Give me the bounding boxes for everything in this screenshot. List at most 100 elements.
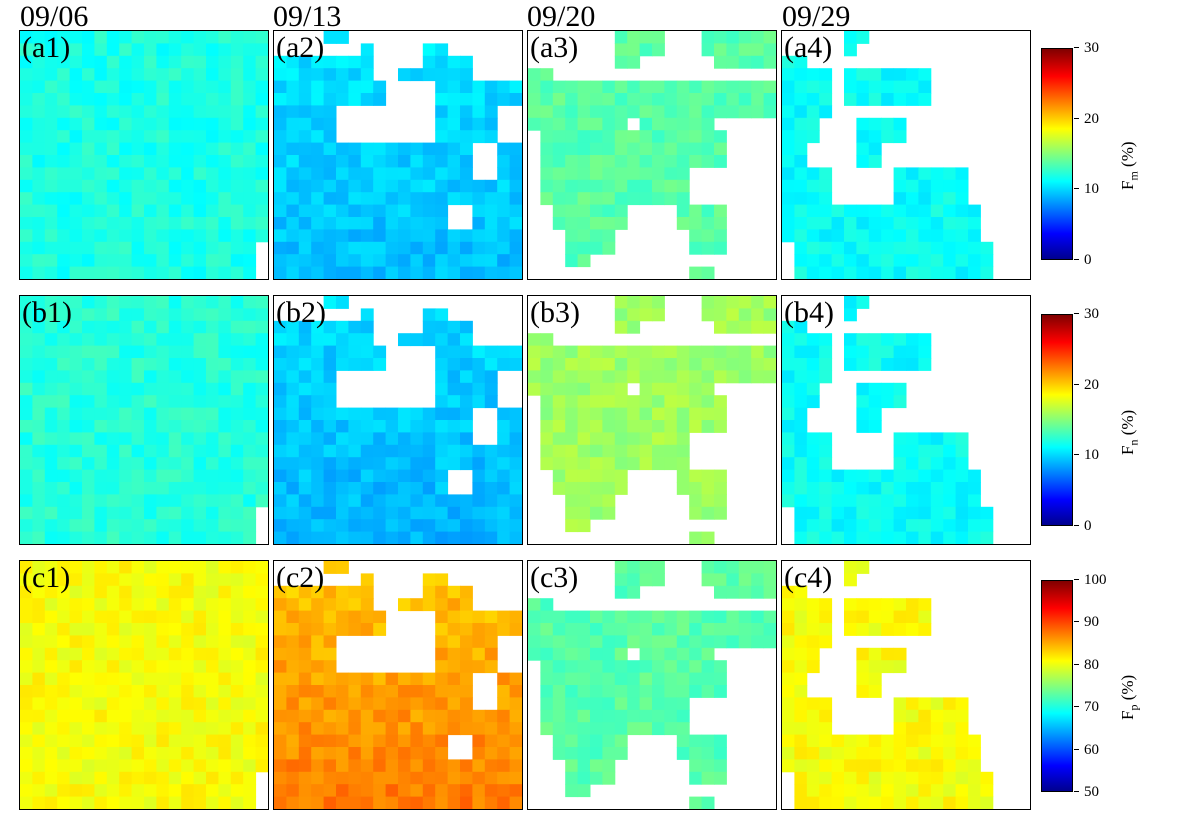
heatmap-cell: [323, 395, 337, 409]
heatmap-cell: [286, 420, 300, 433]
heatmap-cell: [689, 266, 703, 279]
heatmap-cell: [435, 43, 449, 57]
heatmap-cell: [44, 266, 58, 279]
heatmap-cell: [144, 105, 157, 119]
heatmap-cell: [460, 635, 473, 649]
heatmap-cell: [44, 697, 58, 711]
heatmap-cell: [69, 192, 83, 206]
heatmap-cell: [819, 709, 833, 723]
heatmap-cell: [94, 709, 108, 723]
heatmap-cell: [385, 155, 399, 168]
heatmap-cell: [69, 320, 83, 334]
heatmap-cell: [336, 320, 349, 334]
heatmap-cell: [447, 494, 461, 508]
colorbar-fm-tick: 10: [1084, 181, 1099, 197]
heatmap-cell: [218, 68, 232, 82]
heatmap-cell: [435, 519, 449, 533]
heatmap-cell: [193, 192, 207, 206]
heatmap-cell: [602, 80, 616, 94]
heatmap-cell: [168, 217, 182, 230]
heatmap-cell: [274, 395, 287, 409]
heatmap-cell: [82, 784, 95, 798]
heatmap-cell: [881, 130, 895, 144]
heatmap-cell: [652, 561, 665, 574]
heatmap-cell: [360, 531, 374, 544]
heatmap-cell: [881, 217, 895, 230]
heatmap-cell: [82, 358, 95, 371]
heatmap-cell: [472, 469, 486, 483]
heatmap-cell: [230, 167, 244, 181]
heatmap-cell: [255, 457, 268, 471]
heatmap-cell: [156, 105, 170, 119]
heatmap-cell: [44, 55, 58, 69]
heatmap-cell: [119, 93, 133, 106]
heatmap-cell: [930, 167, 944, 181]
heatmap-cell: [497, 506, 511, 520]
heatmap-cell: [348, 266, 362, 279]
heatmap-cell: [274, 217, 287, 230]
heatmap-cell: [32, 179, 46, 193]
heatmap-cell: [856, 561, 870, 574]
heatmap-cell: [373, 93, 387, 106]
heatmap-cell: [955, 457, 969, 471]
heatmap-cell: [144, 345, 157, 359]
heatmap-cell: [82, 598, 95, 612]
heatmap-cell: [614, 623, 628, 636]
heatmap-cell: [373, 494, 387, 508]
heatmap-cell: [181, 506, 195, 520]
heatmap-cell: [20, 167, 33, 181]
heatmap-cell: [193, 759, 207, 773]
heatmap-cell: [497, 494, 511, 508]
heatmap-cell: [930, 531, 944, 544]
heatmap-cell: [230, 192, 244, 206]
heatmap-cell: [218, 217, 232, 230]
heatmap-cell: [323, 635, 337, 649]
heatmap-cell: [181, 469, 195, 483]
heatmap-cell: [311, 469, 325, 483]
heatmap-cell: [373, 80, 387, 94]
heatmap-cell: [243, 229, 257, 243]
heatmap-cell: [311, 167, 325, 181]
heatmap-cell: [930, 482, 944, 495]
heatmap-panel-c2: (c2): [273, 560, 523, 810]
heatmap-cell: [360, 573, 374, 587]
heatmap-cell: [590, 647, 603, 661]
heatmap-cell: [435, 635, 449, 649]
heatmap-cell: [193, 31, 207, 44]
heatmap-cell: [763, 345, 776, 359]
heatmap-cell: [168, 192, 182, 206]
heatmap-cell: [144, 31, 157, 44]
heatmap-cell: [435, 685, 449, 698]
heatmap-cell: [44, 333, 58, 347]
heatmap-cell: [32, 192, 46, 206]
heatmap-cell: [552, 155, 566, 168]
heatmap-cell: [69, 506, 83, 520]
heatmap-cell: [701, 531, 715, 544]
heatmap-cell: [20, 660, 33, 674]
heatmap-cell: [106, 179, 120, 193]
heatmap-cell: [435, 130, 449, 144]
heatmap-cell: [44, 747, 58, 760]
heatmap-cell: [398, 469, 411, 483]
heatmap-cell: [738, 320, 752, 334]
heatmap-cell: [131, 561, 145, 574]
heatmap-cell: [20, 217, 33, 230]
heatmap-cell: [552, 117, 566, 131]
heatmap-cell: [639, 93, 653, 106]
heatmap-cell: [82, 432, 95, 446]
heatmap-cell: [819, 784, 833, 798]
heatmap-cell: [206, 635, 219, 649]
heatmap-cell: [311, 370, 325, 384]
heatmap-panel-a1: (a1): [19, 30, 269, 280]
heatmap-cell: [930, 254, 944, 268]
heatmap-cell: [323, 217, 337, 230]
heatmap-cell: [751, 573, 765, 587]
heatmap-cell: [639, 155, 653, 168]
heatmap-cell: [106, 482, 120, 495]
heatmap-cell: [614, 217, 628, 230]
heatmap-cell: [373, 192, 387, 206]
heatmap-cell: [69, 217, 83, 230]
heatmap-cell: [168, 444, 182, 458]
heatmap-cell: [131, 31, 145, 44]
heatmap-cell: [893, 709, 907, 723]
